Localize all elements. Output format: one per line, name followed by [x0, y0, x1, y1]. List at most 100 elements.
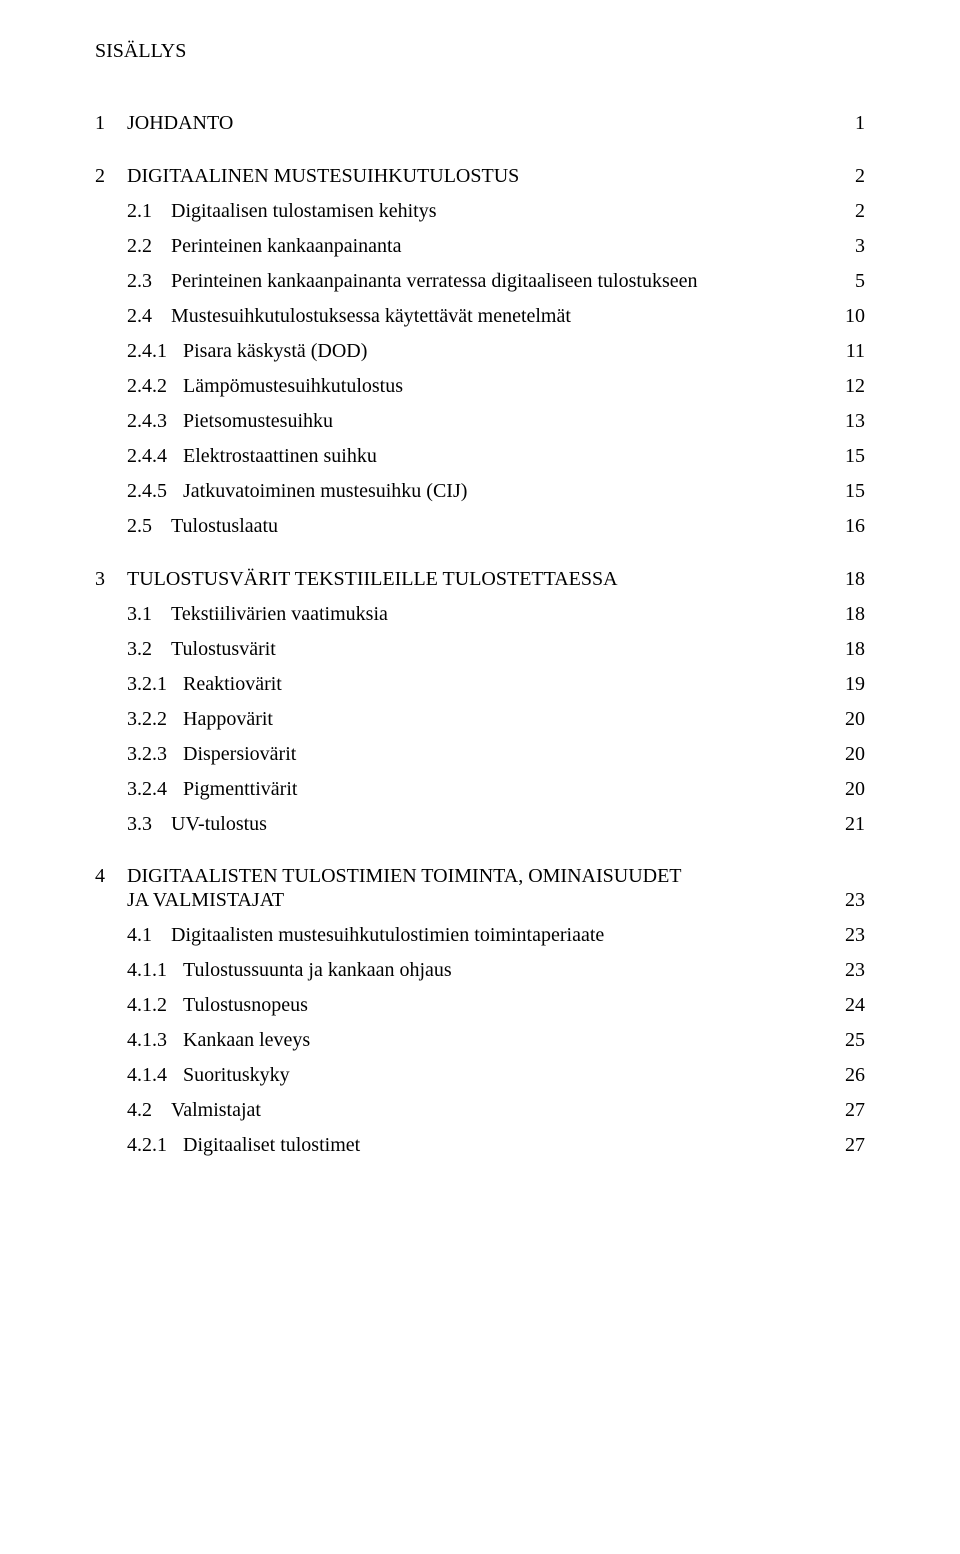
toc-entry: 2.3Perinteinen kankaanpainanta verratess… [95, 269, 865, 294]
toc-entry: 3.2.2Happovärit20 [95, 707, 865, 732]
toc-number: 4 [95, 865, 127, 888]
toc-title: Pigmenttivärit [183, 777, 297, 802]
toc-page-number: 27 [833, 1133, 865, 1158]
toc-number: 2.4.5 [127, 479, 183, 504]
toc-title: Digitaalisen tulostamisen kehitys [171, 199, 437, 224]
toc-title: DIGITAALINEN MUSTESUIHKUTULOSTUS [127, 164, 519, 189]
toc-number: 3 [95, 567, 127, 592]
toc-number: 3.1 [127, 602, 171, 627]
toc-entry: 2.4.2Lämpömustesuihkutulostus12 [95, 374, 865, 399]
toc-label: 2DIGITAALINEN MUSTESUIHKUTULOSTUS [95, 164, 843, 189]
toc-page-number: 18 [833, 567, 865, 592]
toc-page-number: 10 [833, 304, 865, 329]
toc-title: Elektrostaattinen suihku [183, 444, 377, 469]
toc-label: 2.4.2Lämpömustesuihkutulostus [95, 374, 833, 399]
toc-page-number: 15 [833, 444, 865, 469]
toc-number: 3.2.3 [127, 742, 183, 767]
toc-entry: 2.1Digitaalisen tulostamisen kehitys2 [95, 199, 865, 224]
toc-page-number: 3 [843, 234, 865, 259]
toc-page-number: 20 [833, 707, 865, 732]
toc-number: 2 [95, 164, 127, 189]
toc-page-number: 19 [833, 672, 865, 697]
toc-title: Tulostusnopeus [183, 993, 308, 1018]
toc-page-number: 25 [833, 1028, 865, 1053]
toc-label: 4.1.1Tulostussuunta ja kankaan ohjaus [95, 958, 833, 983]
toc-title-cont: JA VALMISTAJAT [127, 888, 284, 913]
toc-number: 2.4.1 [127, 339, 183, 364]
toc-entry: 3.2.3Dispersiovärit 20 [95, 742, 865, 767]
toc-title: Tulostussuunta ja kankaan ohjaus [183, 958, 452, 983]
toc-page-number: 21 [833, 812, 865, 837]
toc-title: Digitaaliset tulostimet [183, 1133, 360, 1158]
toc-number: 2.2 [127, 234, 171, 259]
toc-number: 3.3 [127, 812, 171, 837]
toc-list: 4.1Digitaalisten mustesuihkutulostimien … [95, 923, 865, 1158]
toc-entry: 1JOHDANTO1 [95, 111, 865, 136]
toc-number: 2.4.4 [127, 444, 183, 469]
toc-number: 4.1.2 [127, 993, 183, 1018]
toc-label: 2.4.4Elektrostaattinen suihku [95, 444, 833, 469]
toc-label: 2.3Perinteinen kankaanpainanta verratess… [95, 269, 843, 294]
toc-entry: 4.2.1Digitaaliset tulostimet27 [95, 1133, 865, 1158]
toc-page-number: 2 [843, 164, 865, 189]
toc-label: 3.2Tulostusvärit [95, 637, 833, 662]
toc-page-number: 20 [833, 777, 865, 802]
toc-title: Lämpömustesuihkutulostus [183, 374, 403, 399]
toc-title: UV-tulostus [171, 812, 267, 837]
toc-title: TULOSTUSVÄRIT TEKSTIILEILLE TULOSTETTAES… [127, 567, 618, 592]
toc-label: 3.2.4Pigmenttivärit [95, 777, 833, 802]
toc-label: 2.5Tulostuslaatu [95, 514, 833, 539]
toc-entry: 4 DIGITAALISTEN TULOSTIMIEN TOIMINTA, OM… [95, 865, 865, 913]
toc-label: 3TULOSTUSVÄRIT TEKSTIILEILLE TULOSTETTAE… [95, 567, 833, 592]
toc-entry: 2.2Perinteinen kankaanpainanta3 [95, 234, 865, 259]
toc-entry: 2.4.5Jatkuvatoiminen mustesuihku (CIJ)15 [95, 479, 865, 504]
toc-page-number: 18 [833, 637, 865, 662]
page: SISÄLLYS 1JOHDANTO12DIGITAALINEN MUSTESU… [0, 0, 960, 1554]
toc-entry: 4.1.3Kankaan leveys25 [95, 1028, 865, 1053]
toc-label: 2.1Digitaalisen tulostamisen kehitys [95, 199, 843, 224]
toc-label: 4.1.3Kankaan leveys [95, 1028, 833, 1053]
toc-page-number: 2 [843, 199, 865, 224]
toc-entry: 4.1.1Tulostussuunta ja kankaan ohjaus23 [95, 958, 865, 983]
toc-number: 3.2 [127, 637, 171, 662]
toc-title: Suorituskyky [183, 1063, 290, 1088]
toc-number: 3.2.4 [127, 777, 183, 802]
toc-title: DIGITAALISTEN TULOSTIMIEN TOIMINTA, OMIN… [127, 865, 682, 888]
toc-page-number: 24 [833, 993, 865, 1018]
toc-page-number: 18 [833, 602, 865, 627]
toc-title: Digitaalisten mustesuihkutulostimien toi… [171, 923, 604, 948]
toc-entry: 2DIGITAALINEN MUSTESUIHKUTULOSTUS2 [95, 164, 865, 189]
toc-label: 4.1.4Suorituskyky [95, 1063, 833, 1088]
toc-label: 4.1Digitaalisten mustesuihkutulostimien … [95, 923, 833, 948]
toc-label: 4.2.1Digitaaliset tulostimet [95, 1133, 833, 1158]
toc-page-number: 11 [834, 339, 865, 364]
toc-title: Kankaan leveys [183, 1028, 310, 1053]
toc-title: Perinteinen kankaanpainanta verratessa d… [171, 269, 697, 294]
toc-entry: 3.1Tekstiilivärien vaatimuksia18 [95, 602, 865, 627]
toc-label: 3.2.1Reaktiovärit [95, 672, 833, 697]
toc-number: 2.4 [127, 304, 171, 329]
toc-list: 1JOHDANTO12DIGITAALINEN MUSTESUIHKUTULOS… [95, 111, 865, 837]
toc-number: 4.1.4 [127, 1063, 183, 1088]
toc-title: JOHDANTO [127, 111, 233, 136]
toc-page-number: 27 [833, 1098, 865, 1123]
toc-entry: 2.4Mustesuihkutulostuksessa käytettävät … [95, 304, 865, 329]
toc-number: 1 [95, 111, 127, 136]
toc-title: Mustesuihkutulostuksessa käytettävät men… [171, 304, 571, 329]
toc-entry: 3.3UV-tulostus 21 [95, 812, 865, 837]
toc-label: 2.4.3Pietsomustesuihku [95, 409, 833, 434]
toc-entry: 4.1.4Suorituskyky26 [95, 1063, 865, 1088]
toc-title: Pisara käskystä (DOD) [183, 339, 367, 364]
toc-title: Dispersiovärit [183, 742, 296, 767]
toc-page-number: 15 [833, 479, 865, 504]
toc-entry: 3TULOSTUSVÄRIT TEKSTIILEILLE TULOSTETTAE… [95, 567, 865, 592]
toc-page-number: 20 [833, 742, 865, 767]
toc-title: Valmistajat [171, 1098, 261, 1123]
toc-number: 2.4.2 [127, 374, 183, 399]
toc-title: Reaktiovärit [183, 672, 282, 697]
toc-label: 4.1.2Tulostusnopeus [95, 993, 833, 1018]
toc-number: 2.3 [127, 269, 171, 294]
page-title: SISÄLLYS [95, 40, 865, 63]
toc-title: Tulostuslaatu [171, 514, 278, 539]
toc-page-number: 16 [833, 514, 865, 539]
